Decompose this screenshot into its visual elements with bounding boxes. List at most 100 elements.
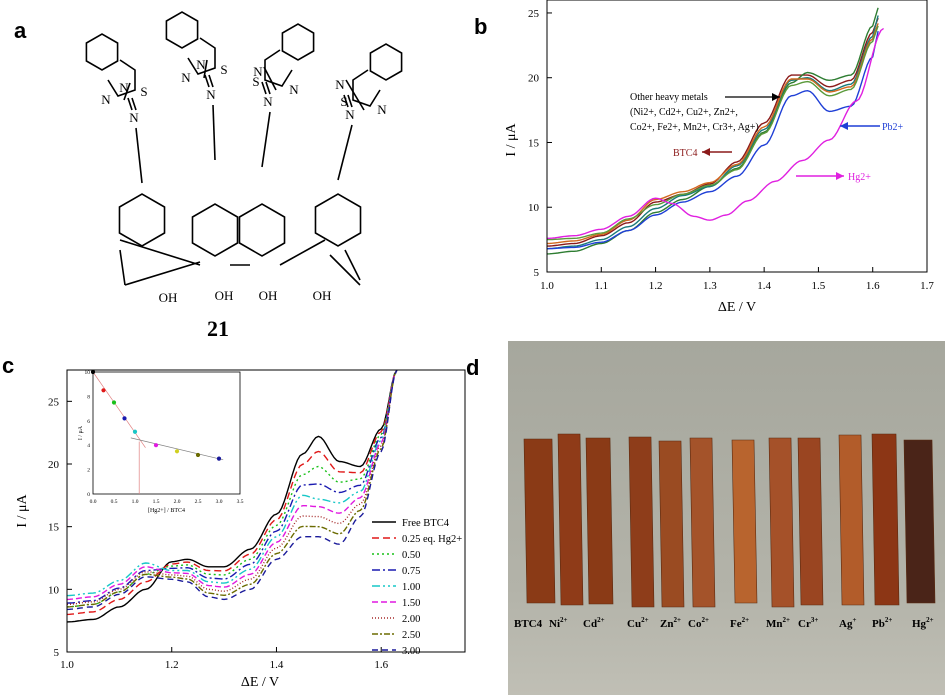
azo-link-lower-1 — [135, 127, 143, 184]
strip-label-9: Ag+ — [839, 616, 856, 630]
x-tick-label-c: 1.6 — [374, 659, 388, 671]
test-strip-11 — [903, 439, 936, 604]
panel-d-letter: d — [466, 355, 480, 380]
series-line-pb-5 — [546, 30, 879, 250]
inset-x-tick-label: 1.0 — [132, 499, 139, 505]
plot-frame-c — [66, 369, 466, 653]
series-line-other-4 — [547, 25, 879, 241]
series-line-other-2 — [546, 15, 879, 250]
sulfur-atom-4: S — [340, 94, 347, 109]
y-tick-label-b: 5 — [534, 267, 540, 279]
x-axis-label-b: ΔE / V — [718, 300, 756, 315]
azo-link-upper-2 — [203, 59, 208, 79]
sulfur-atom-1: S — [140, 84, 147, 99]
y-tick-label-b: 15 — [528, 137, 540, 149]
hydroxyl-1: OH — [159, 290, 178, 305]
x-tick-label-c: 1.0 — [60, 659, 74, 671]
azo-link-lower-2 — [212, 104, 216, 161]
hydroxyl-2: OH — [215, 288, 234, 303]
inset-point-2 — [111, 400, 117, 405]
azo-double-bond-b-4 — [347, 94, 353, 108]
legend-label-8: 3.00 — [402, 646, 420, 657]
azo-link-upper-4 — [345, 79, 365, 111]
benzothiazole-benzene-ring-2 — [165, 11, 199, 49]
legend-label-0: Free BTC4 — [402, 518, 450, 529]
test-strip-6 — [731, 439, 758, 604]
strip-label-8: Cr3+ — [798, 616, 818, 630]
inset-x-tick-label: 0.5 — [111, 499, 118, 505]
thiazole-ring-4 — [352, 69, 381, 107]
annotation-hg: Hg2+ — [848, 172, 871, 183]
y-tick-label-b: 20 — [528, 73, 540, 85]
test-strip-0 — [523, 438, 556, 604]
test-strip-1 — [557, 433, 584, 606]
calixarene-phenol-ring-3 — [238, 203, 286, 257]
arrowhead-hg — [836, 172, 844, 180]
arrowhead-btc4 — [702, 148, 710, 156]
legend-label-3: 0.75 — [402, 566, 420, 577]
azo-double-bond-4 — [343, 94, 349, 108]
inset-x-tick-label: 3.5 — [237, 499, 244, 505]
titration-curve-7 — [66, 369, 398, 608]
strip-label-1: Ni2+ — [549, 616, 568, 630]
panel-c-chart: c 1.0 1.2 1.4 1.6 5 10 15 20 25 ΔE / V I / μA Fr… — [0, 345, 500, 695]
inset-y-axis-label: I / μA — [78, 425, 84, 440]
hydroxyl-4: OH — [313, 288, 332, 303]
panel-c-letter: c — [2, 353, 15, 378]
inset-y-tick-label: 6 — [87, 419, 90, 425]
azo-nitrogen-a-3: N — [253, 64, 263, 79]
azo-double-bond-3 — [261, 81, 267, 95]
strip-label-7: Mn2+ — [766, 616, 790, 630]
methylene-bridge-3 — [279, 239, 326, 266]
inset-point-1 — [101, 388, 106, 393]
benzothiazole-benzene-ring-3 — [281, 23, 315, 61]
inset-y-tick-label: 10 — [85, 370, 91, 376]
legend-label-5: 1.50 — [402, 598, 420, 609]
inset-y-tick-label: 0 — [87, 492, 90, 498]
azo-double-bond-b-1 — [131, 97, 137, 111]
inset-y-tick-label: 8 — [87, 394, 90, 400]
inset-y-tick-label: 2 — [87, 468, 90, 474]
thiazole-nitrogen-2: N — [181, 70, 191, 85]
test-strip-4 — [658, 440, 685, 608]
sulfur-atom-3: S — [252, 74, 259, 89]
x-tick-label-b: 1.4 — [757, 280, 771, 292]
strip-label-11: Hg2+ — [912, 616, 934, 630]
azo-double-bond-2 — [204, 74, 210, 88]
y-tick-label-b: 10 — [528, 202, 540, 214]
methylene-bridge-5 — [344, 249, 361, 281]
strip-label-2: Cd2+ — [583, 616, 605, 630]
benzothiazole-benzene-ring-4 — [369, 43, 403, 81]
inset-point-5 — [153, 443, 159, 448]
azo-nitrogen-a-1: N — [119, 80, 129, 95]
y-tick-label-c: 25 — [48, 396, 60, 408]
azo-double-bond-1 — [127, 97, 133, 111]
strip-label-10: Pb2+ — [872, 616, 892, 630]
legend-label-2: 0.50 — [402, 550, 420, 561]
annotation-other-metals-line2: (Ni2+, Cd2+, Cu2+, Zn2+, — [630, 107, 738, 118]
annotation-pb: Pb2+ — [882, 122, 904, 133]
inset-frame — [92, 371, 241, 495]
thiazole-nitrogen-3: N — [289, 82, 299, 97]
titration-curve-4 — [66, 369, 398, 597]
test-strip-9 — [838, 434, 865, 606]
x-tick-label-c: 1.4 — [270, 659, 284, 671]
titration-curve-3 — [66, 369, 398, 604]
calixarene-phenol-ring-2 — [191, 203, 239, 257]
inset-point-8 — [216, 456, 222, 461]
strip-label-3: Cu2+ — [627, 616, 649, 630]
inset-x-tick-label: 3.0 — [216, 499, 223, 505]
test-strip-5 — [689, 437, 716, 608]
y-tick-label-b: 25 — [528, 8, 540, 20]
y-tick-label-c: 15 — [48, 522, 60, 534]
inset-fit-line-2 — [130, 437, 224, 461]
benzothiazole-benzene-ring-1 — [85, 33, 119, 71]
inset-x-axis-label: [Hg2+] / BTC4 — [148, 508, 185, 514]
inset-x-tick-label: 0.0 — [90, 499, 97, 505]
x-tick-label-c: 1.2 — [165, 659, 179, 671]
thiazole-ring-1 — [107, 59, 136, 97]
x-tick-label-b: 1.5 — [812, 280, 826, 292]
panel-d-photo: d BTC4 Ni2+ Cd2+ Cu2+ Zn2+ Co2+ Fe2+ Mn2+ Cr3+ Ag… — [466, 341, 945, 695]
x-tick-label-b: 1.6 — [866, 280, 880, 292]
